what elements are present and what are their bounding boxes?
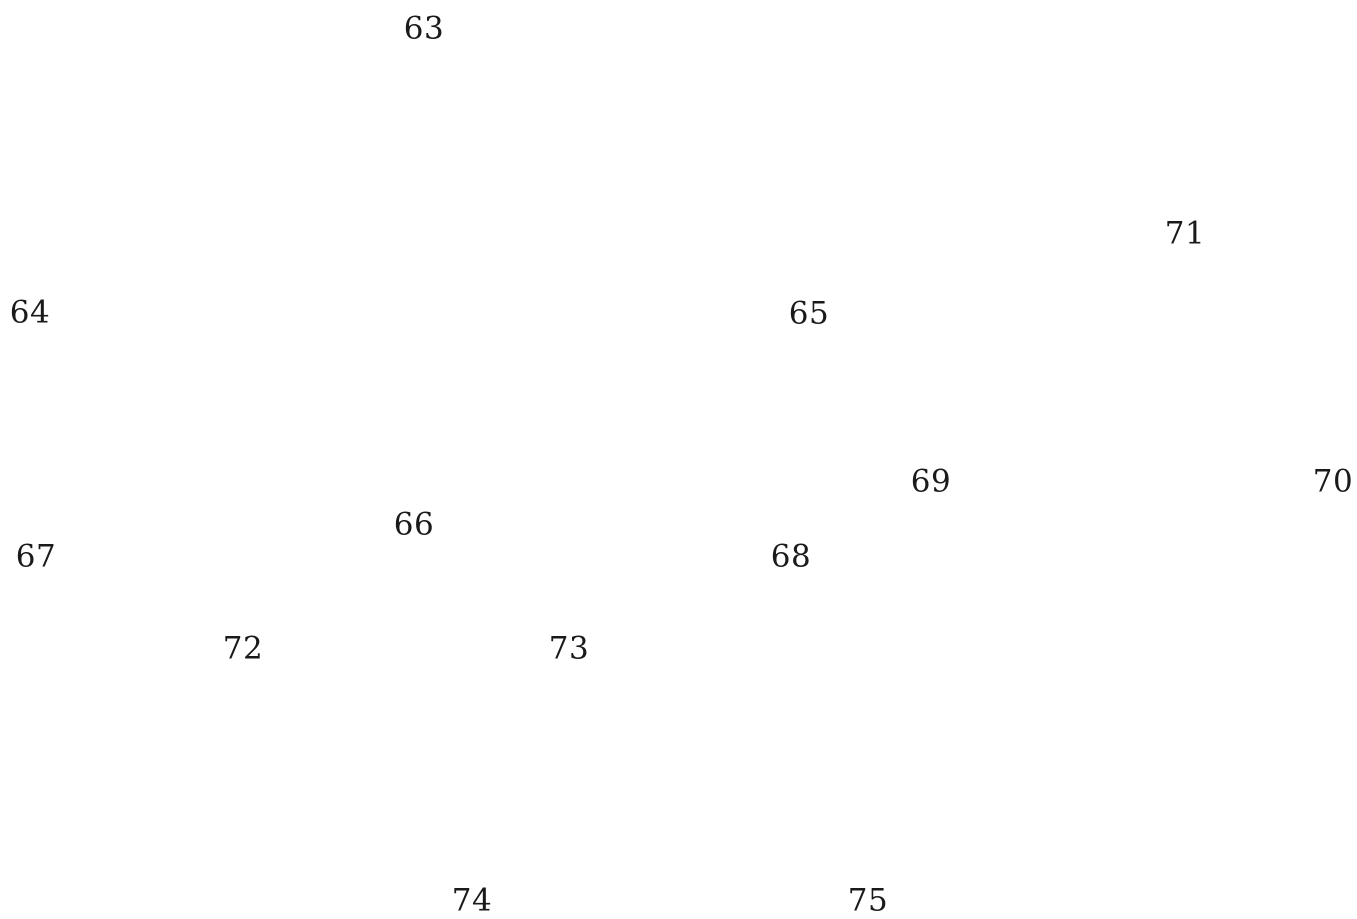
number-label-64: 64 [9, 294, 51, 331]
number-label-67: 67 [15, 538, 57, 575]
number-label-65: 65 [788, 295, 830, 332]
number-label-66: 66 [393, 506, 435, 543]
number-label-74: 74 [451, 882, 493, 919]
number-label-73: 73 [548, 630, 590, 667]
number-label-69: 69 [910, 463, 952, 500]
number-label-70: 70 [1312, 463, 1354, 500]
number-label-75: 75 [847, 882, 889, 919]
number-label-72: 72 [222, 630, 264, 667]
number-label-63: 63 [403, 10, 445, 47]
number-label-68: 68 [770, 538, 812, 575]
number-label-71: 71 [1164, 215, 1206, 252]
